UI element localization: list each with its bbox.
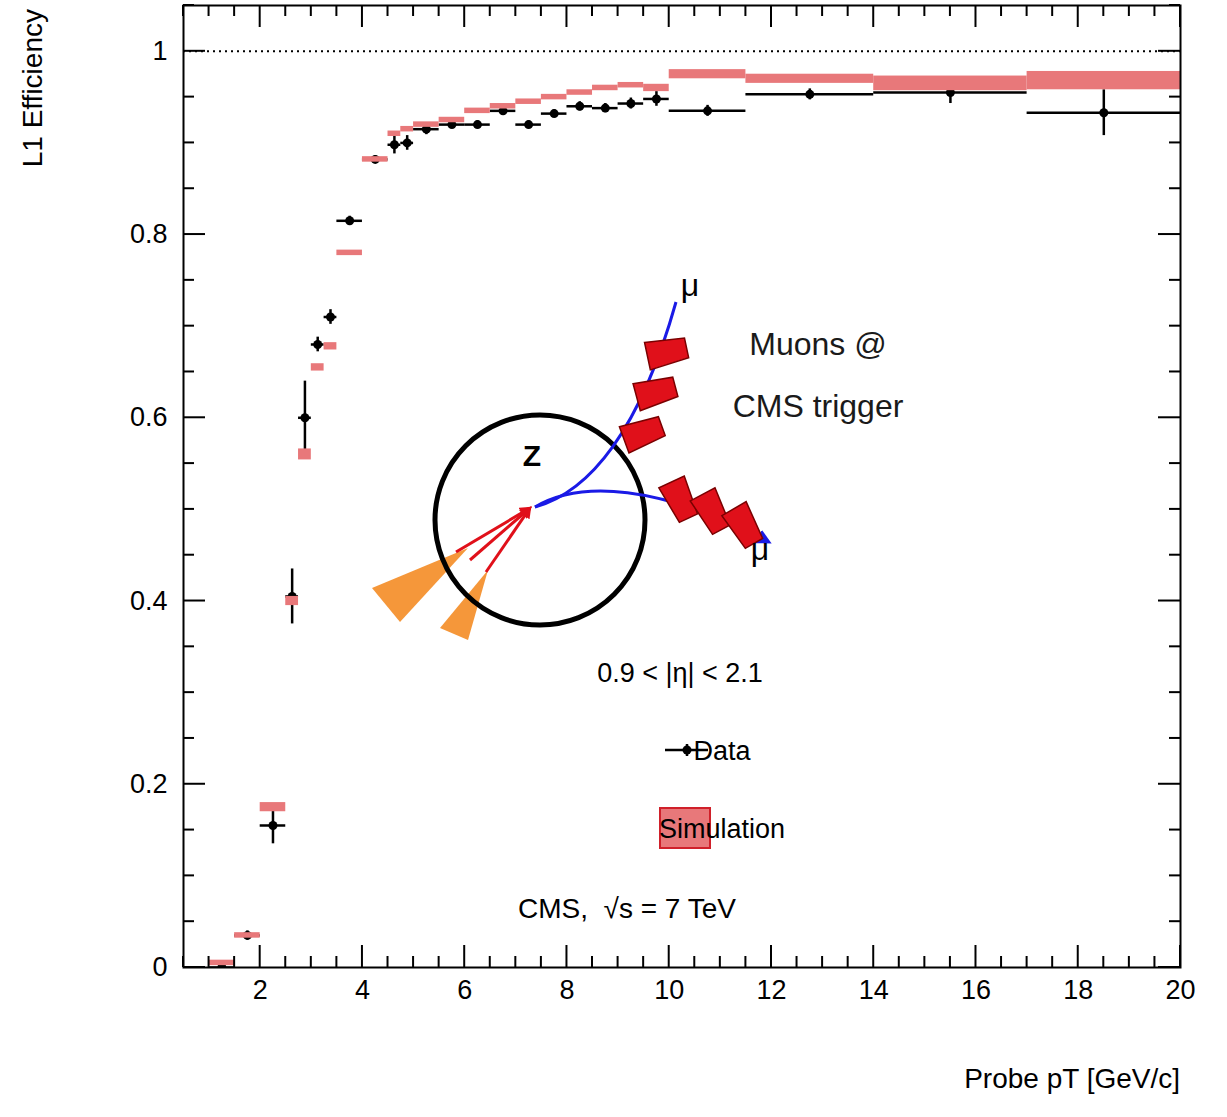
svg-text:0.9 < |η| < 2.1: 0.9 < |η| < 2.1 [597, 658, 763, 688]
svg-text:0.8: 0.8 [130, 219, 168, 249]
svg-text:1: 1 [152, 36, 167, 66]
svg-text:18: 18 [1063, 975, 1093, 1005]
svg-text:2: 2 [253, 975, 268, 1005]
svg-text:μ: μ [751, 531, 769, 567]
svg-text:16: 16 [961, 975, 991, 1005]
svg-text:Muons @: Muons @ [749, 326, 886, 362]
svg-text:12: 12 [756, 975, 786, 1005]
svg-text:0.6: 0.6 [130, 402, 168, 432]
svg-text:Probe pT [GeV/c]: Probe pT [GeV/c] [964, 1063, 1180, 1094]
svg-text:μ: μ [681, 267, 699, 303]
svg-text:6: 6 [457, 975, 472, 1005]
svg-text:L1 Efficiency: L1 Efficiency [17, 9, 48, 167]
svg-text:Data: Data [693, 736, 751, 766]
svg-text:0: 0 [152, 952, 167, 982]
svg-text:0.2: 0.2 [130, 769, 168, 799]
svg-text:Z: Z [523, 439, 541, 472]
svg-text:0.4: 0.4 [130, 586, 168, 616]
svg-text:CMS, √s = 7 TeV: CMS, √s = 7 TeV [518, 893, 736, 924]
svg-text:4: 4 [355, 975, 370, 1005]
svg-text:Simulation: Simulation [659, 814, 785, 844]
svg-text:8: 8 [559, 975, 574, 1005]
svg-text:20: 20 [1165, 975, 1195, 1005]
svg-text:10: 10 [654, 975, 684, 1005]
svg-text:14: 14 [859, 975, 889, 1005]
svg-text:CMS trigger: CMS trigger [733, 388, 904, 424]
